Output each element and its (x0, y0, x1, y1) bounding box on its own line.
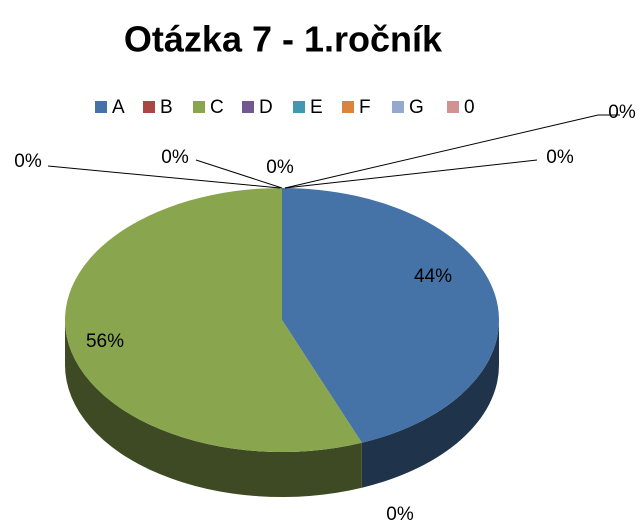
legend-label: G (409, 97, 424, 118)
legend-swatch (447, 101, 459, 113)
slice-side (65, 320, 362, 497)
legend-label: D (259, 97, 273, 118)
legend-swatch (242, 101, 254, 113)
chart-title: Otázka 7 - 1.ročník (124, 19, 443, 60)
legend-swatch (143, 101, 155, 113)
legend-label: 0 (464, 97, 475, 118)
data-label: 0% (14, 151, 42, 172)
leader-line (284, 114, 620, 189)
legend-swatch (392, 101, 404, 113)
legend-label: C (210, 97, 224, 118)
data-label: 44% (414, 266, 452, 287)
data-label: 0% (546, 147, 574, 168)
legend-swatch (193, 101, 205, 113)
legend-label: F (359, 97, 371, 118)
legend-label: E (310, 97, 323, 118)
legend-swatch (342, 101, 354, 113)
slice-side (361, 320, 499, 488)
data-label: 56% (86, 331, 124, 352)
legend-swatch (293, 101, 305, 113)
data-label: 0% (161, 147, 189, 168)
legend-label: B (160, 97, 173, 118)
data-label: 0% (386, 504, 414, 525)
data-label: 0% (266, 157, 294, 178)
leader-line (195, 159, 283, 189)
leader-line (47, 165, 281, 189)
slice (282, 188, 499, 443)
data-label: 0% (608, 102, 636, 123)
legend-label: A (112, 97, 125, 118)
legend-swatch (95, 101, 107, 113)
slice (64, 187, 362, 452)
leader-line (284, 159, 538, 189)
